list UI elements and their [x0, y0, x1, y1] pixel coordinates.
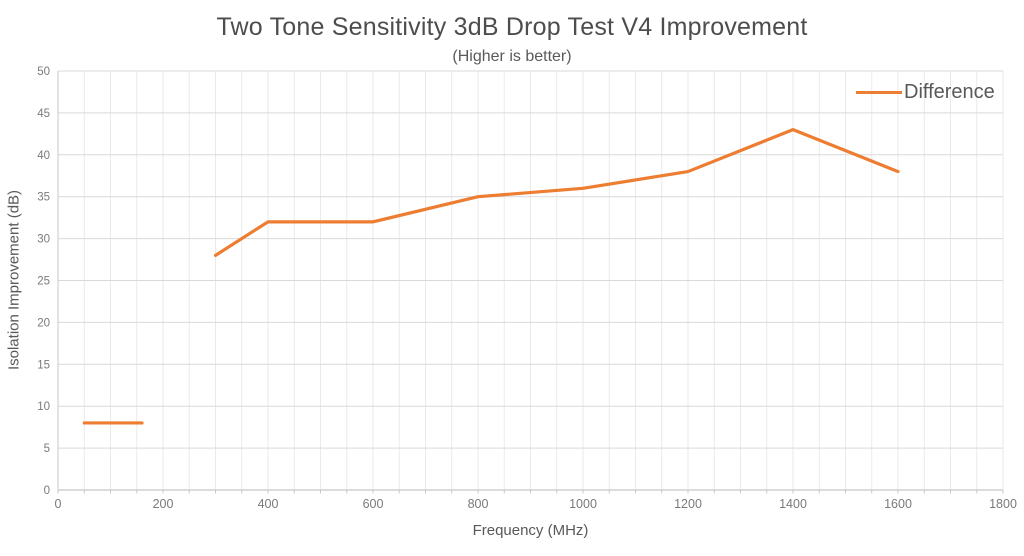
legend-label: Difference	[904, 81, 995, 103]
svg-text:400: 400	[258, 497, 279, 511]
svg-text:35: 35	[37, 192, 50, 204]
svg-text:0: 0	[44, 485, 50, 497]
x-axis-ticks	[57, 490, 1004, 494]
chart-subtitle: (Higher is better)	[452, 48, 572, 65]
y-tick-labels: 0 5 10 15 20 25 30 35 40 45 50	[37, 66, 50, 497]
legend: Difference	[856, 81, 995, 104]
svg-text:30: 30	[37, 234, 50, 246]
svg-text:1400: 1400	[779, 497, 807, 511]
chart-title: Two Tone Sensitivity 3dB Drop Test V4 Im…	[216, 13, 808, 41]
svg-text:1800: 1800	[989, 497, 1017, 511]
svg-text:600: 600	[363, 497, 384, 511]
svg-text:15: 15	[37, 359, 50, 371]
svg-text:800: 800	[468, 497, 489, 511]
x-axis-title: Frequency (MHz)	[472, 522, 589, 539]
svg-text:1000: 1000	[569, 497, 597, 511]
svg-text:1200: 1200	[674, 497, 702, 511]
y-axis-title: Isolation Improvement (dB)	[5, 189, 23, 371]
svg-text:5: 5	[44, 443, 50, 455]
svg-text:0: 0	[55, 497, 62, 511]
y-major-gridlines	[58, 70, 1003, 449]
svg-text:200: 200	[153, 497, 174, 511]
svg-text:25: 25	[37, 276, 50, 288]
svg-text:20: 20	[37, 317, 50, 329]
svg-text:1600: 1600	[884, 497, 912, 511]
svg-text:50: 50	[37, 66, 50, 78]
series-line-difference	[82, 128, 900, 425]
legend-line-swatch-icon	[856, 91, 902, 94]
svg-text:45: 45	[37, 108, 50, 120]
svg-text:10: 10	[37, 401, 50, 413]
x-tick-labels: 0 200 400 600 800 1000 1200 1400 1600 1800	[55, 497, 1017, 511]
svg-text:40: 40	[37, 150, 50, 162]
